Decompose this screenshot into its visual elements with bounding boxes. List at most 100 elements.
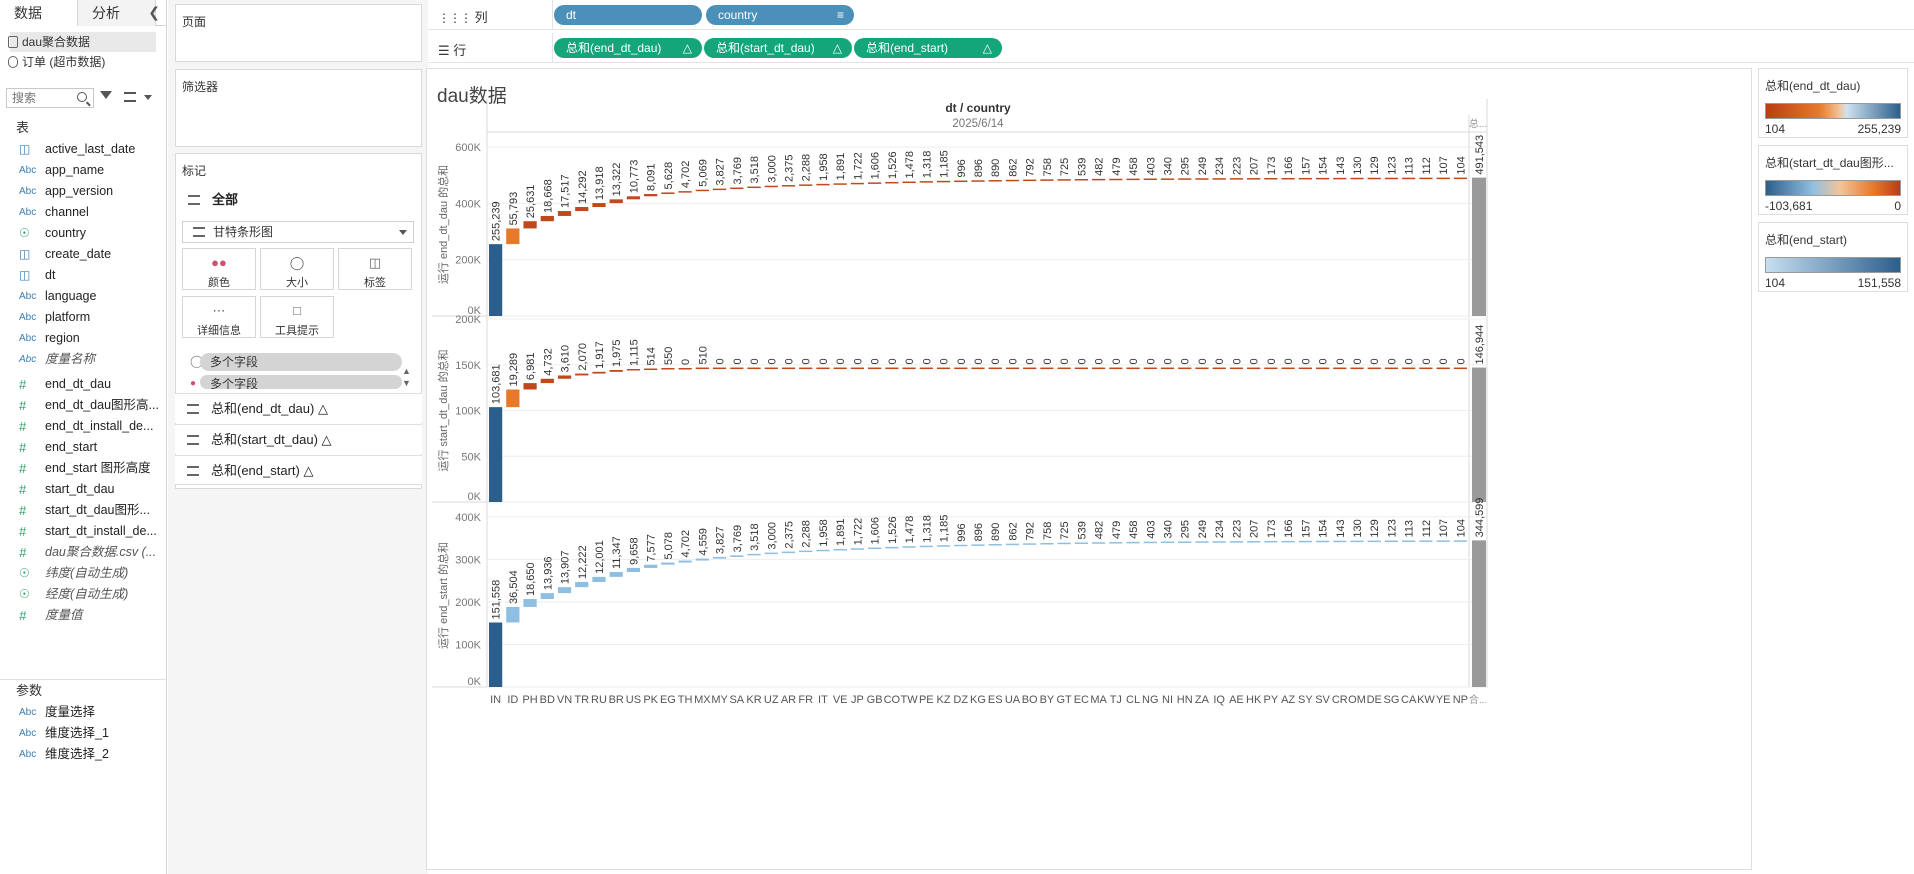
field-item[interactable]: Abc language xyxy=(0,286,166,307)
field-item[interactable]: # end_dt_dau xyxy=(0,374,166,395)
data-label: 0 xyxy=(1214,358,1226,364)
multi-field-pill-color[interactable]: 多个字段 xyxy=(200,375,402,389)
field-item[interactable]: ☉ country xyxy=(0,223,166,244)
x-tick-label: ZA xyxy=(1195,694,1210,706)
collapse-pane-icon[interactable]: ❮ xyxy=(148,4,160,20)
param-item[interactable]: Abc 维度选择_2 xyxy=(0,744,166,765)
pages-card[interactable]: 页面 xyxy=(175,4,422,62)
view-options-icon[interactable] xyxy=(124,92,136,102)
data-label: 0 xyxy=(1059,358,1071,364)
bar-segment xyxy=(1109,178,1123,181)
field-item[interactable]: Abc channel xyxy=(0,202,166,223)
tooltip-button[interactable]: □ 工具提示 xyxy=(260,296,334,338)
field-item[interactable]: # start_dt_dau xyxy=(0,479,166,500)
marks-all[interactable]: 全部 xyxy=(176,187,421,213)
rows-shelf[interactable]: ☰ 行 总和(end_dt_dau) △ 总和(start_dt_dau) △ 总和… xyxy=(428,33,1914,63)
measure-pill-start-dt-dau[interactable]: 总和(start_dt_dau) △ xyxy=(175,424,422,454)
multi-field-pill-size[interactable]: 多个字段 xyxy=(200,353,402,371)
filters-card[interactable]: 筛选器 xyxy=(175,69,422,147)
x-tick-label: EG xyxy=(660,694,676,706)
column-pill-country[interactable]: country ≡ xyxy=(706,5,854,25)
data-label: 0 xyxy=(1300,358,1312,364)
label-button[interactable]: ◫ 标签 xyxy=(338,248,412,290)
color-button[interactable]: ●● 颜色 xyxy=(182,248,256,290)
search-icon[interactable] xyxy=(77,92,87,102)
field-item[interactable]: ◫ active_last_date xyxy=(0,139,166,160)
legend-title: 总和(start_dt_dau图形... xyxy=(1765,156,1894,170)
mark-type-select[interactable]: 甘特条形图 xyxy=(182,221,414,243)
total-label: 146,944 xyxy=(1474,325,1486,365)
field-item[interactable]: # end_dt_install_de... xyxy=(0,416,166,437)
field-item[interactable]: ◫ dt xyxy=(0,265,166,286)
data-label: 896 xyxy=(973,159,985,177)
bar-segment xyxy=(1057,367,1071,370)
detail-button[interactable]: ⋯ 详细信息 xyxy=(182,296,256,338)
data-label: 5,628 xyxy=(663,162,675,190)
legend-end-dt-dau[interactable]: 总和(end_dt_dau) 104 255,239 xyxy=(1758,68,1908,138)
param-item[interactable]: Abc 维度选择_1 xyxy=(0,723,166,744)
field-item[interactable]: ☉ 经度(自动生成) xyxy=(0,584,166,605)
row-pill-end-dt-dau[interactable]: 总和(end_dt_dau) △ xyxy=(554,38,702,58)
field-item[interactable]: # end_dt_dau图形高... xyxy=(0,395,166,416)
search-input[interactable] xyxy=(7,89,77,107)
datasource-orders[interactable]: 订单 (超市数据) xyxy=(0,52,166,72)
size-button[interactable]: ◯ 大小 xyxy=(260,248,334,290)
filter-icon[interactable] xyxy=(100,91,112,99)
tab-data[interactable]: 数据 xyxy=(0,0,78,26)
columns-shelf[interactable]: ⋮⋮⋮ 列 dt country ≡ xyxy=(428,0,1914,30)
data-label: 5,069 xyxy=(697,159,709,187)
bar-segment xyxy=(868,182,882,184)
field-item[interactable]: # end_start xyxy=(0,437,166,458)
bar-segment xyxy=(626,567,641,573)
bar-segment xyxy=(1315,177,1330,180)
field-item[interactable]: Abc 度量名称 xyxy=(0,349,166,370)
bar-segment xyxy=(1264,367,1278,370)
measure-pill-end-start[interactable]: 总和(end_start) △ xyxy=(175,455,422,485)
field-item[interactable]: ☉ 纬度(自动生成) xyxy=(0,563,166,584)
bar-segment xyxy=(902,181,916,184)
x-tick-label: KG xyxy=(970,694,986,706)
field-label: 度量值 xyxy=(45,608,83,622)
legend-end-start[interactable]: 总和(end_start) 104 151,558 xyxy=(1758,222,1908,292)
bar-segment xyxy=(816,367,830,370)
data-label: 255,239 xyxy=(491,201,503,241)
shelf-divider xyxy=(552,33,553,63)
row-pill-start-dt-dau[interactable]: 总和(start_dt_dau) △ xyxy=(704,38,852,58)
scroll-up-icon[interactable]: ▲ xyxy=(402,366,411,376)
data-label: 3,769 xyxy=(732,525,744,553)
measure-pill-end-dt-dau[interactable]: 总和(end_dt_dau) △ xyxy=(175,393,422,423)
field-item[interactable]: # end_start 图形高度 xyxy=(0,458,166,479)
scroll-down-icon[interactable]: ▼ xyxy=(402,378,411,388)
string-icon: Abc xyxy=(19,333,37,344)
data-label: 2,375 xyxy=(783,155,795,183)
row-pill-end-start[interactable]: 总和(end_start) △ xyxy=(854,38,1002,58)
bar-segment xyxy=(695,558,709,561)
field-item[interactable]: # start_dt_dau图形... xyxy=(0,500,166,521)
bar-segment xyxy=(885,181,899,184)
x-tick-label: CA xyxy=(1401,694,1417,706)
measure-icon: # xyxy=(19,398,27,413)
column-pill-dt[interactable]: dt xyxy=(554,5,702,25)
datasource-dau[interactable]: dau聚合数据 xyxy=(8,32,156,52)
field-item[interactable]: Abc app_name xyxy=(0,160,166,181)
tab-analysis[interactable]: 分析 xyxy=(78,0,156,26)
param-item[interactable]: Abc 度量选择 xyxy=(0,702,166,723)
bar-segment xyxy=(1419,177,1433,180)
x-tick-label: BD xyxy=(540,694,555,706)
bar-segment xyxy=(936,367,951,370)
field-label: start_dt_install_de... xyxy=(45,524,157,538)
bar-segment xyxy=(1178,541,1192,543)
field-item[interactable]: ◫ create_date xyxy=(0,244,166,265)
field-label: end_start 图形高度 xyxy=(45,461,151,475)
field-item[interactable]: # 度量值 xyxy=(0,605,166,626)
field-item[interactable]: # start_dt_install_de... xyxy=(0,521,166,542)
field-item[interactable]: # dau聚合数据.csv (... xyxy=(0,542,166,563)
data-label: 249 xyxy=(1197,157,1209,175)
bar-segment xyxy=(1247,178,1261,180)
field-item[interactable]: Abc app_version xyxy=(0,181,166,202)
chevron-down-icon[interactable] xyxy=(144,95,152,100)
field-item[interactable]: Abc platform xyxy=(0,307,166,328)
x-tick-label: SY xyxy=(1298,694,1313,706)
field-item[interactable]: Abc region xyxy=(0,328,166,349)
legend-start-dt-dau[interactable]: 总和(start_dt_dau图形... -103,681 0 xyxy=(1758,145,1908,215)
